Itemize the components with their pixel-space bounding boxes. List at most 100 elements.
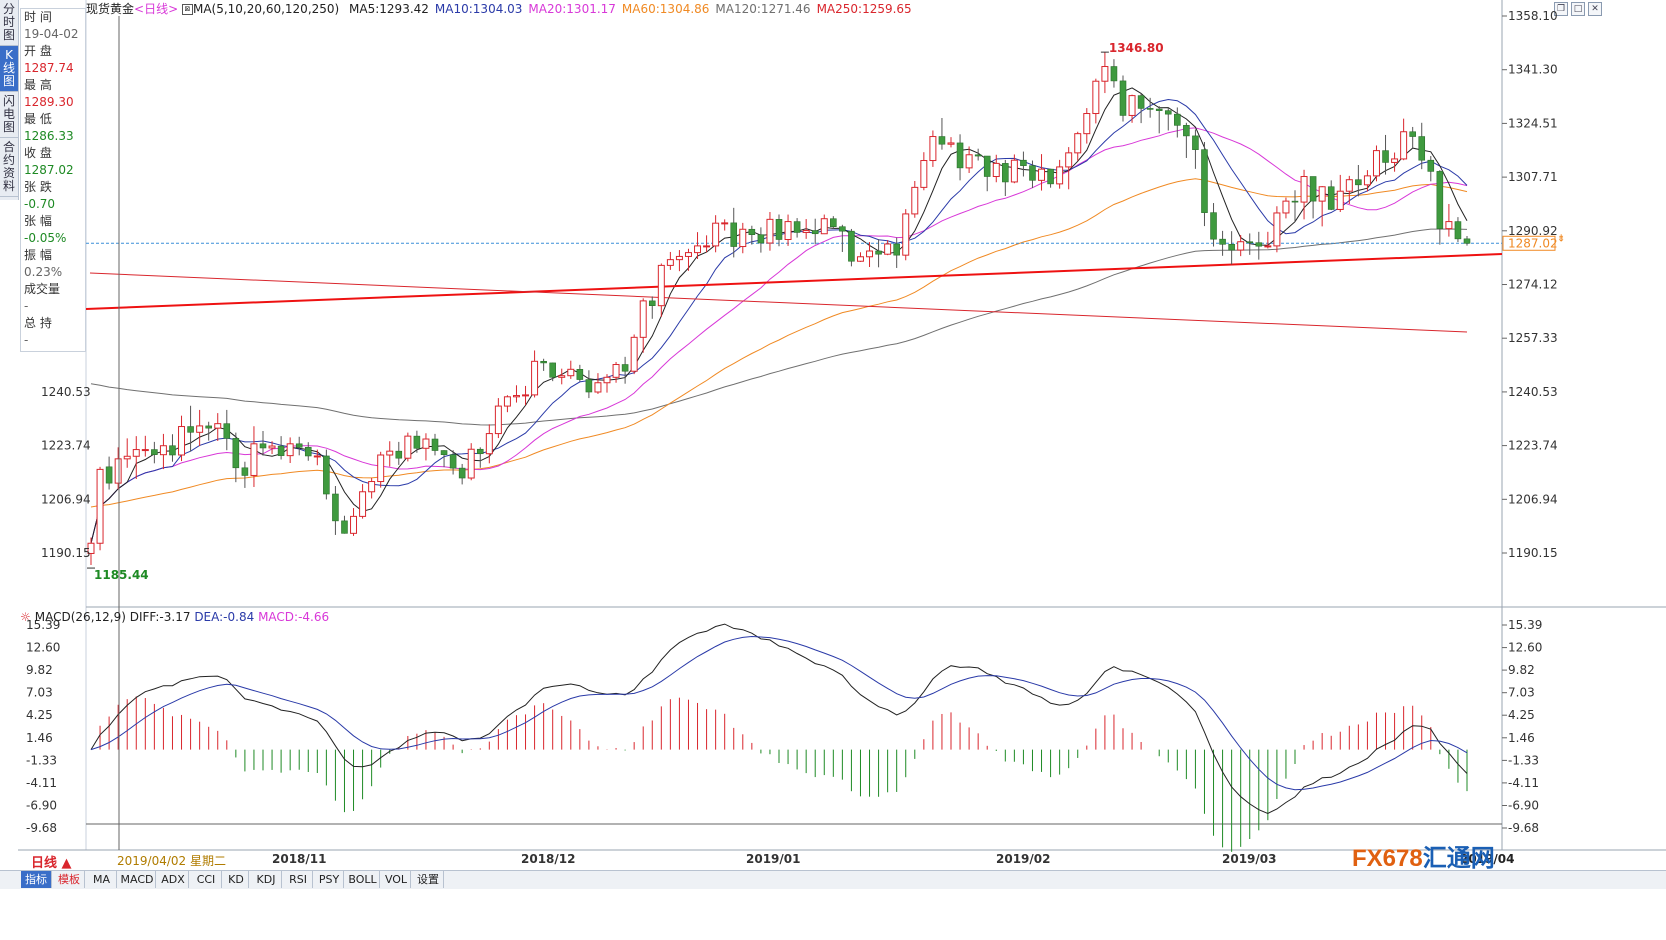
candle-body-down [187,426,194,433]
candle-body-up [992,162,1000,178]
restore-icon[interactable]: ❐ [1554,2,1568,16]
candle-body-down [241,467,249,476]
indicator-tabs: 指标 模板 MA MACD ADX CCI KD KDJ RSI PSY BOLL VOL 设置 [0,870,1666,889]
info-row: 成交量 [24,282,61,296]
tab-vol[interactable]: VOL [382,871,411,888]
current-price-label: 1287.02 [1508,236,1558,250]
high-price-label: 1346.80 [1109,41,1164,55]
info-row: -0.70 [24,197,56,211]
tab-模板[interactable]: 模板 [54,871,85,888]
tab-ma[interactable]: MA [87,871,117,888]
candle-body-down [476,448,484,455]
ma-params: MA(5,10,20,60,120,250) [192,2,340,16]
price-chart[interactable]: 1358.10 1341.30 1324.51 1307.71 1290.92 1274.… [0,0,1666,870]
candle-body-up [467,448,475,479]
tab-boll[interactable]: BOLL [346,871,380,888]
candle-body-up [712,222,720,247]
candle-body-down [793,221,801,233]
macd-macd-value: MACD:-4.66 [258,610,330,624]
candle-body-up [178,426,186,456]
candle-body-up [1264,245,1272,248]
tab-kd[interactable]: KD [224,871,249,888]
info-row: - [24,333,29,347]
candle-body-up [766,218,774,244]
candle-body-up [929,136,937,162]
candle-body-up [87,542,95,554]
macd-tick-label-left: 12.60 [26,641,60,655]
tab-指标[interactable]: 指标 [21,871,52,888]
candle-body-down [576,369,584,380]
macd-tick-label-left: 1.46 [26,731,53,745]
month-label: 2019/02 [996,852,1051,866]
candle-body-down [1436,171,1444,229]
candle-body-up [485,433,493,455]
candle-body-up [820,218,828,235]
period-selector-button[interactable]: 日线 ▲ [31,856,72,871]
candle-body-down [205,425,212,429]
candle-body-down [1155,108,1163,111]
candle-body-up [1363,175,1371,186]
candle-body-down [431,438,439,451]
info-row: -0.05% [24,231,67,245]
price-tick-label: 1290.92 [1508,224,1558,238]
macd-settings-icon[interactable]: ☼ [20,610,31,624]
month-label-end: 2019/04 [1460,852,1515,866]
candle-body-down [105,466,113,484]
candle-body-down [585,379,593,393]
macd-legend: ☼ MACD(26,12,9) DIFF:-3.17 DEA:-0.84 MACD… [20,610,329,624]
candle-body-down [1119,80,1127,116]
tab-rsi[interactable]: RSI [284,871,313,888]
candle-body-up [856,256,864,262]
macd-tick-label: 9.82 [1508,663,1535,677]
macd-tick-label: 1.46 [1508,731,1535,745]
moving-average-lines [90,87,1468,544]
candle-body-down [1146,108,1154,110]
maximize-icon[interactable]: □ [1571,2,1585,16]
current-price-arrow-icon: ⇟ [1557,233,1565,244]
candle-body-up [1318,186,1326,202]
nav-contract-info[interactable]: 合约资料 [0,138,18,197]
month-label: 2018/12 [521,852,576,866]
period-label[interactable]: <日线> [134,2,179,16]
candle-body-down [648,300,656,306]
candle-body-down [341,520,348,534]
candle-body-up [739,228,747,248]
tab-cci[interactable]: CCI [191,871,222,888]
candle-body-up [159,445,167,456]
chart-frame [18,0,1666,851]
price-tick-label: 1358.10 [1508,9,1558,23]
candle-body-up [920,160,928,188]
candle-body-up [1074,133,1082,154]
candle-body-up [947,142,955,145]
tab-adx[interactable]: ADX [158,871,189,888]
tab-kdj[interactable]: KDJ [251,871,282,888]
tab-psy[interactable]: PSY [315,871,344,888]
indicator-icon[interactable]: ⊠ [181,4,193,15]
tab-macd[interactable]: MACD [119,871,156,888]
price-tick-label-left: 1240.53 [41,385,91,399]
candle-body-down [875,250,882,255]
close-icon[interactable]: ✕ [1588,2,1602,16]
candle-body-up [531,360,539,396]
candle-body-down [1454,221,1462,240]
nav-kline[interactable]: K线图 [0,46,18,92]
candle-body-down [277,445,285,456]
candle-body-down [1002,163,1009,183]
candle-body-down [232,438,240,469]
candle-body-up [1336,190,1344,210]
nav-timeshare[interactable]: 分时图 [0,0,18,46]
candle-body-up [902,213,910,256]
tab-设置[interactable]: 设置 [413,871,444,888]
candle-body-down [395,450,403,459]
ma-legend-item: MA60:1304.86 [621,2,710,16]
info-row: 0.23% [24,265,63,279]
macd-tick-label-left: -4.11 [26,776,57,790]
macd-tick-label-left: -6.90 [26,798,57,812]
macd-tick-label-left: 4.25 [26,708,53,722]
candle-body-down [295,443,303,448]
candles [87,52,1471,565]
window-controls: ❐ □ ✕ [1551,0,1602,16]
nav-flash[interactable]: 闪电图 [0,92,18,138]
month-label: 2019/01 [746,852,801,866]
candle-body-down [1291,200,1299,203]
